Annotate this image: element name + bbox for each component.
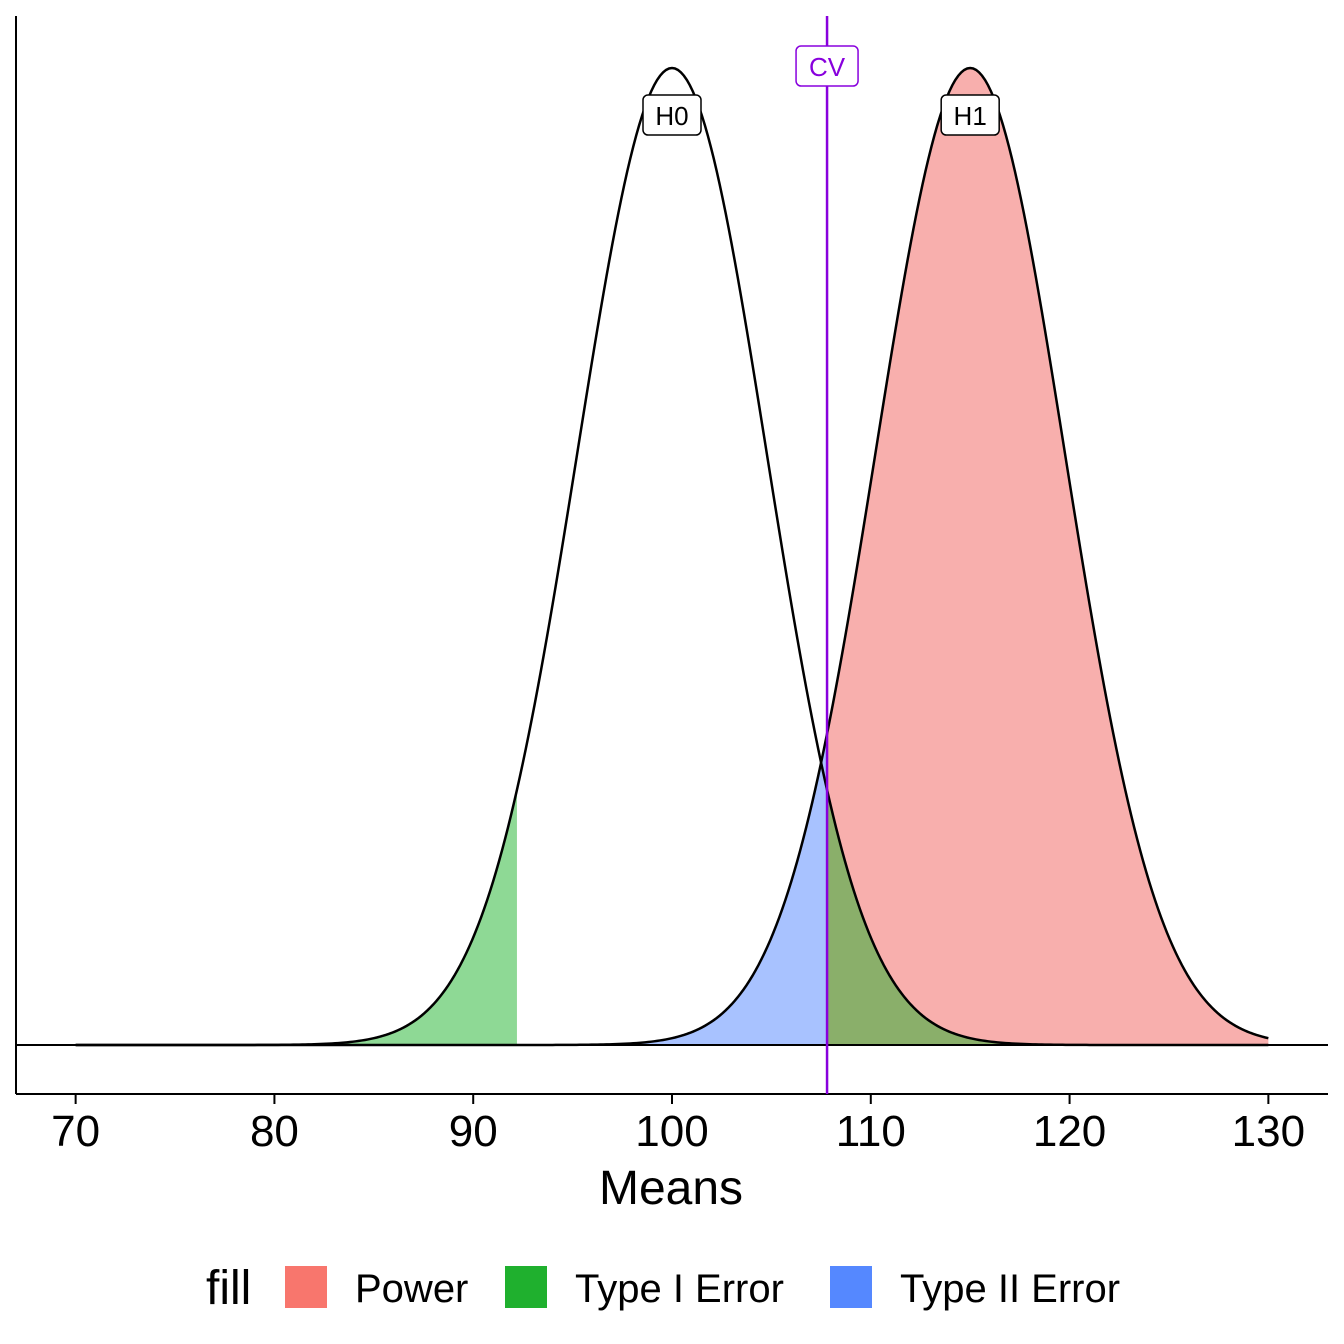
x-tick-label: 90	[449, 1107, 498, 1156]
cv-label: CV	[809, 52, 846, 82]
peak-label-box-h1	[940, 94, 1000, 136]
legend-key-type-i-error	[505, 1266, 547, 1308]
legend-key-type-ii-error	[830, 1266, 872, 1308]
x-tick-label: 80	[250, 1107, 299, 1156]
x-tick-label: 70	[51, 1107, 100, 1156]
legend-key-power	[285, 1266, 327, 1308]
legend-label-type-ii-error: Type II Error	[900, 1267, 1120, 1311]
x-tick-label: 120	[1033, 1107, 1106, 1156]
peak-label-h1: H1	[954, 101, 987, 131]
x-tick-label: 130	[1232, 1107, 1305, 1156]
critical-value-marker: CV	[795, 16, 859, 1094]
legend-title: fill	[206, 1262, 251, 1315]
legend: fill Power Type I Error Type II Error	[206, 1262, 1120, 1315]
x-tick-label: 110	[836, 1107, 906, 1156]
region-type-ii-error-3	[75, 733, 828, 1045]
region-overlap	[827, 789, 1269, 1045]
legend-label-power: Power	[355, 1267, 468, 1311]
legend-label-type-i-error: Type I Error	[575, 1267, 784, 1311]
x-axis-ticks: 70 80 90 100 110 120 130	[51, 1094, 1305, 1156]
peak-label-h0: H0	[655, 101, 688, 131]
region-type-i-error-1	[75, 789, 517, 1045]
peak-label-box-h0	[642, 94, 702, 136]
cv-label-box	[795, 45, 859, 87]
x-axis-label: Means	[599, 1162, 743, 1215]
x-tick-label: 100	[635, 1107, 708, 1156]
filled-regions	[75, 68, 1269, 1045]
peak-labels: H0 H1	[642, 94, 1000, 136]
region-power-0	[827, 68, 1269, 1045]
